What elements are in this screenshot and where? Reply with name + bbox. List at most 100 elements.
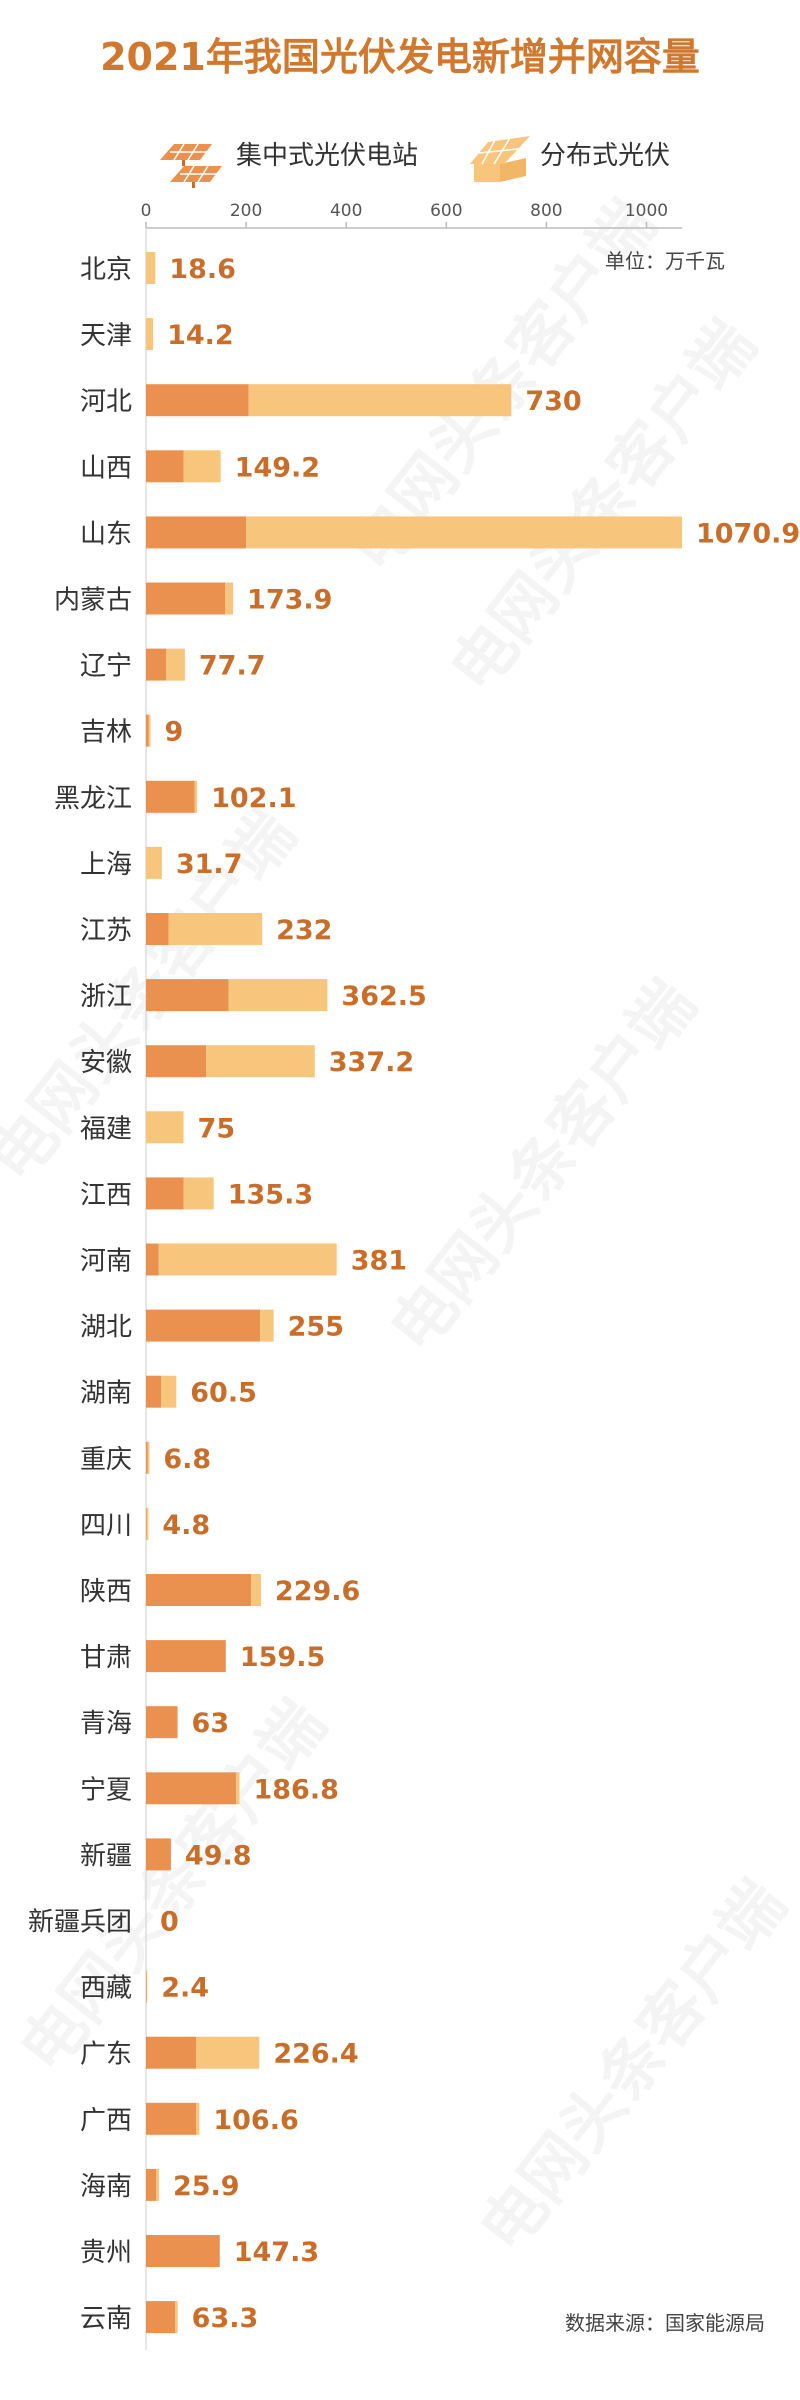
bar-row: 新疆兵团 0 [28, 1907, 179, 1938]
bar-segment-centralized [146, 1441, 148, 1474]
bar-row: 河北 730 [80, 384, 582, 417]
bar-segment-distributed [251, 1574, 261, 1606]
category-label: 江西 [80, 1180, 132, 1210]
bar-row: 新疆 49.8 [80, 1838, 252, 1871]
bar-plot: 北京 18.6 天津 14.2 河北 730 山西 149.2 山东 1070.9 内蒙古 173.9… [28, 252, 800, 2334]
bar-row: 广东 226.4 [80, 2036, 359, 2070]
category-label: 青海 [80, 1709, 132, 1739]
bar-segment-distributed [183, 450, 221, 483]
chart-title: 2021年我国光伏发电新增并网容量 [100, 35, 700, 79]
legend-label-centralized: 集中式光伏电站 [236, 141, 418, 171]
bar-row: 湖北 255 [80, 1309, 344, 1343]
value-label: 49.8 [185, 1840, 252, 1871]
value-label: 232 [276, 915, 332, 946]
category-label: 安徽 [80, 1048, 132, 1078]
category-label: 上海 [80, 850, 132, 880]
category-label: 湖北 [80, 1313, 132, 1343]
bar-row: 甘肃 159.5 [80, 1640, 325, 1673]
bar-segment-distributed [194, 780, 198, 813]
bar-row: 山东 1070.9 [80, 516, 800, 549]
category-label: 辽宁 [80, 652, 132, 682]
category-label: 黑龙江 [54, 784, 132, 814]
category-label: 贵州 [80, 2238, 132, 2268]
x-tick-label: 800 [530, 201, 562, 221]
value-label: 63 [192, 1708, 230, 1739]
category-label: 陕西 [80, 1577, 132, 1607]
category-label: 江苏 [80, 916, 132, 946]
value-label: 77.7 [199, 651, 266, 682]
category-label: 四川 [80, 1511, 132, 1541]
bar-segment-distributed [156, 2168, 159, 2201]
value-label: 9 [165, 717, 184, 748]
value-label: 159.5 [240, 1642, 325, 1673]
category-label: 山西 [80, 453, 132, 483]
bar-row: 陕西 229.6 [80, 1574, 360, 1607]
unit-label: 单位：万千瓦 [605, 249, 725, 273]
value-label: 730 [525, 386, 581, 417]
value-label: 60.5 [190, 1378, 257, 1409]
value-label: 229.6 [275, 1576, 360, 1607]
value-label: 63.3 [192, 2303, 259, 2334]
value-label: 106.6 [213, 2105, 298, 2136]
bar-segment-distributed [146, 318, 154, 351]
category-label: 河北 [80, 387, 132, 417]
value-label: 31.7 [176, 849, 243, 880]
bar-row: 湖南 60.5 [80, 1375, 257, 1409]
value-label: 75 [198, 1113, 236, 1144]
bar-segment-centralized [146, 2168, 157, 2201]
value-label: 337.2 [329, 1047, 414, 1078]
bar-segment-centralized [146, 2102, 197, 2135]
bar-segment-distributed [225, 582, 234, 615]
bar-row: 安徽 337.2 [80, 1045, 414, 1078]
category-label: 广东 [80, 2040, 132, 2070]
bar-segment-distributed [146, 252, 156, 284]
category-label: 西藏 [80, 1974, 132, 2004]
category-label: 吉林 [80, 718, 132, 748]
bar-row: 广西 106.6 [80, 2102, 299, 2136]
bar-segment-distributed [146, 1970, 148, 2003]
bar-row: 宁夏 186.8 [80, 1772, 339, 1805]
bar-segment-centralized [146, 582, 226, 615]
bar-segment-centralized [146, 516, 247, 549]
bar-row: 江苏 232 [80, 913, 332, 946]
x-tick-label: 1000 [625, 201, 668, 221]
bar-segment-centralized [146, 384, 249, 417]
rooftop-solar-icon [470, 136, 530, 182]
value-label: 14.2 [167, 320, 234, 351]
bar-row: 天津 14.2 [80, 318, 234, 351]
category-label: 天津 [80, 321, 132, 351]
value-label: 255 [288, 1312, 344, 1343]
value-label: 362.5 [341, 981, 426, 1012]
bar-segment-centralized [146, 450, 184, 483]
bar-segment-distributed [161, 1375, 177, 1408]
bar-segment-centralized [146, 1243, 159, 1276]
legend: 集中式光伏电站 分布式光伏 [160, 136, 670, 188]
bar-row: 重庆 6.8 [80, 1441, 211, 1475]
category-label: 宁夏 [80, 1775, 132, 1805]
bar-segment-centralized [146, 1309, 261, 1342]
bar-segment-distributed [148, 714, 151, 747]
bar-row: 福建 75 [80, 1111, 235, 1144]
bar-segment-distributed [175, 2301, 178, 2334]
value-label: 25.9 [173, 2171, 240, 2202]
bar-row: 江西 135.3 [80, 1177, 313, 1210]
category-label: 内蒙古 [54, 586, 132, 616]
value-label: 381 [351, 1246, 407, 1277]
bar-row: 青海 63 [80, 1706, 229, 1739]
bar-segment-centralized [146, 2235, 220, 2267]
bar-segment-distributed [228, 979, 328, 1012]
category-label: 海南 [80, 2172, 132, 2202]
bar-segment-centralized [146, 979, 229, 1012]
bar-segment-distributed [158, 1243, 337, 1276]
value-label: 149.2 [235, 452, 320, 483]
bar-segment-distributed [196, 2102, 200, 2135]
category-label: 福建 [80, 1114, 132, 1144]
value-label: 6.8 [163, 1444, 211, 1475]
bar-row: 云南 63.3 [80, 2301, 258, 2334]
value-label: 186.8 [253, 1774, 338, 1805]
bar-segment-centralized [146, 2301, 176, 2334]
watermark-text: 电网头条客户端 [376, 968, 710, 1367]
bar-segment-distributed [236, 1772, 240, 1805]
category-label: 浙江 [80, 982, 132, 1012]
